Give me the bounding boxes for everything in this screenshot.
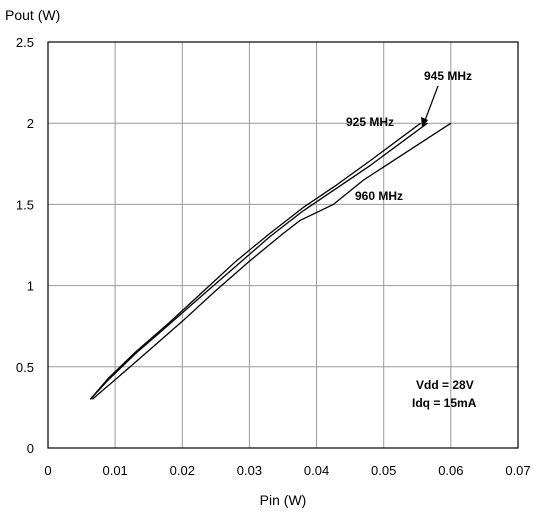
series-line-945mhz	[89, 122, 428, 400]
y-tick-label: 0	[27, 441, 34, 456]
y-tick-label: 0.5	[16, 360, 34, 375]
series-line-925mhz	[89, 122, 421, 400]
series-label-925mhz: 925 MHz	[346, 115, 394, 129]
y-tick-label: 1.5	[16, 197, 34, 212]
x-tick-label: 0	[44, 463, 51, 478]
x-tick-label: 0.01	[102, 463, 127, 478]
series-label-945mhz-arrowhead	[421, 117, 428, 128]
x-tick-label: 0.07	[505, 463, 530, 478]
series-label-960mhz: 960 MHz	[355, 189, 403, 203]
annotation-idq: Idq = 15mA	[412, 396, 477, 410]
x-tick-label: 0.05	[371, 463, 396, 478]
series-line-960mhz	[91, 122, 452, 400]
plot-area-border	[47, 41, 519, 449]
x-axis-ticks: 0 0.01 0.02 0.03 0.04 0.05 0.06 0.07	[44, 463, 530, 478]
y-axis-ticks: 0 0.5 1 1.5 2 2.5	[16, 35, 34, 456]
series-lines	[89, 122, 452, 400]
series-label-945mhz-arrow	[423, 85, 439, 124]
y-tick-label: 2	[27, 116, 34, 131]
series-label-945mhz: 945 MHz	[424, 69, 472, 83]
x-axis-label: Pin (W)	[260, 492, 307, 508]
y-axis-label: Pout (W)	[5, 7, 60, 23]
x-tick-label: 0.03	[237, 463, 262, 478]
y-tick-label: 1	[27, 279, 34, 294]
x-tick-label: 0.06	[438, 463, 463, 478]
grid-lines	[48, 42, 518, 448]
annotation-vdd: Vdd = 28V	[416, 378, 474, 392]
y-tick-label: 2.5	[16, 35, 34, 50]
x-tick-label: 0.04	[304, 463, 329, 478]
x-tick-label: 0.02	[170, 463, 195, 478]
